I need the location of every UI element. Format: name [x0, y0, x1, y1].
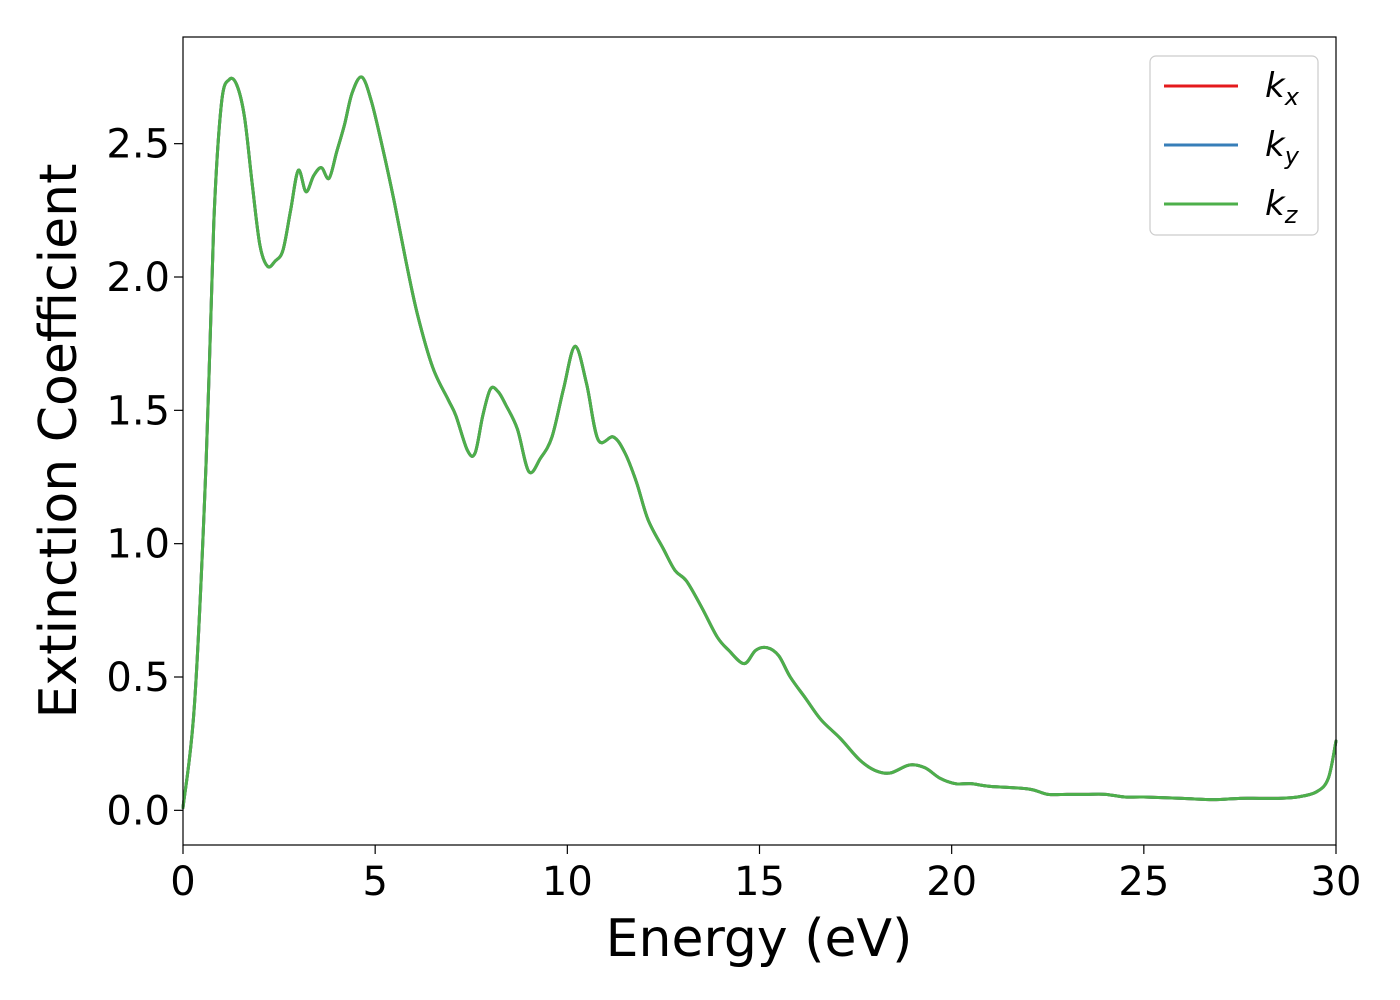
series-line-z [181, 75, 1338, 810]
y-tick-label: 1.5 [106, 388, 170, 434]
x-tick-label: 10 [542, 859, 593, 905]
y-tick-label: 0.0 [106, 788, 170, 834]
series-layer [181, 75, 1338, 810]
y-tick-label: 2.0 [106, 255, 170, 301]
y-axis-ticks: 0.0 0.5 1.0 1.5 2.0 2.5 [106, 122, 183, 834]
x-tick-label: 15 [734, 859, 785, 905]
x-tick-label: 5 [362, 859, 387, 905]
y-tick-label: 1.0 [106, 522, 170, 568]
x-axis-ticks: 0 5 10 15 20 25 30 [170, 845, 1361, 905]
plot-background [183, 37, 1336, 845]
x-tick-label: 20 [926, 859, 977, 905]
x-tick-label: 30 [1311, 859, 1362, 905]
x-tick-label: 25 [1118, 859, 1169, 905]
y-tick-label: 2.5 [106, 122, 170, 168]
x-tick-label: 0 [170, 859, 195, 905]
y-tick-label: 0.5 [106, 655, 170, 701]
y-axis-label: Extinction Coefficient [29, 164, 89, 719]
x-axis-label: Energy (eV) [606, 909, 913, 969]
